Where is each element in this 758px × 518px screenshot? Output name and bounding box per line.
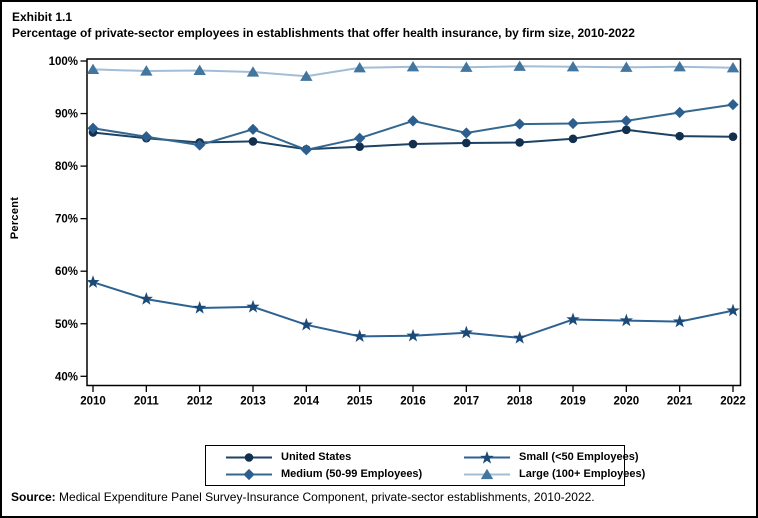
- y-axis-title: Percent: [9, 196, 21, 240]
- source-text: Medical Expenditure Panel Survey-Insuran…: [55, 490, 595, 504]
- marker-star-small-50-employees: [353, 329, 367, 343]
- marker-diamond-medium-50-99-employees: [194, 139, 206, 151]
- chart-title: Percentage of private-sector employees i…: [12, 26, 635, 40]
- source-note: Source: Medical Expenditure Panel Survey…: [11, 490, 595, 504]
- marker-triangle-large-100-employees: [300, 70, 313, 81]
- legend-item-medium-50-99-employees: Medium (50-99 Employees): [226, 466, 464, 482]
- legend-item-united-states: United States: [226, 449, 464, 465]
- marker-diamond-medium-50-99-employees: [407, 115, 419, 127]
- marker-triangle-large-100-employees: [673, 60, 686, 72]
- line-chart: 40% 50% 60% 70% 80% 90% 100% 2010 2011 2012 2013 20…: [49, 56, 746, 408]
- marker-circle-united-states: [408, 139, 418, 149]
- marker-star-small-50-employees: [299, 317, 313, 331]
- marker-star-small-50-employees: [673, 314, 687, 328]
- marker-star-small-50-employees: [139, 292, 153, 305]
- legend-item-large-100-employees: Large (100+ Employees): [464, 466, 645, 482]
- x-tick-label: 2019: [560, 396, 586, 408]
- y-tick-label: 60%: [55, 266, 78, 278]
- marker-diamond-medium-50-99-employees: [140, 131, 152, 143]
- marker-star-small-50-employees: [459, 325, 473, 339]
- x-tick-label: 2011: [134, 396, 160, 408]
- marker-diamond-medium-50-99-employees: [727, 99, 739, 111]
- marker-triangle-large-100-employees: [513, 60, 526, 71]
- marker-star-small-50-employees: [246, 299, 260, 313]
- marker-star-small-50-employees: [566, 312, 580, 326]
- legend-star-glyph: [480, 450, 494, 464]
- marker-diamond-medium-50-99-employees: [620, 115, 632, 127]
- marker-diamond-medium-50-99-employees: [674, 106, 686, 119]
- y-tick-label: 40%: [55, 371, 78, 383]
- y-tick-label: 50%: [55, 319, 78, 331]
- legend-label-large-100-employees: Large (100+ Employees): [519, 468, 646, 480]
- marker-triangle-large-100-employees: [353, 62, 366, 73]
- marker-star-small-50-employees: [86, 275, 100, 288]
- marker-star-small-50-employees: [193, 300, 207, 314]
- marker-circle-united-states: [675, 131, 684, 141]
- exhibit-label: Exhibit 1.1: [12, 10, 73, 24]
- x-tick-label: 2016: [400, 396, 426, 408]
- y-tick-label: 90%: [55, 109, 78, 121]
- marker-triangle-large-100-employees: [566, 60, 580, 72]
- marker-diamond-medium-50-99-employees: [460, 127, 472, 139]
- marker-circle-united-states: [568, 134, 578, 144]
- x-tick-label: 2021: [667, 396, 693, 408]
- marker-triangle-large-100-employees: [140, 65, 153, 76]
- legend-triangle-glyph: [480, 468, 494, 479]
- plot-frame: [86, 58, 742, 387]
- legend-circle-glyph: [244, 452, 254, 462]
- y-tick-label: 80%: [55, 161, 78, 173]
- marker-star-small-50-employees: [726, 303, 740, 317]
- x-tick-label: 2015: [347, 396, 373, 408]
- marker-diamond-medium-50-99-employees: [354, 132, 366, 144]
- legend-label-small-50-employees: Small (<50 Employees): [519, 451, 639, 463]
- legend-label-united-states: United States: [281, 451, 352, 463]
- legend-diamond-glyph: [243, 468, 255, 480]
- legend-label-medium-50-99-employees: Medium (50-99 Employees): [281, 468, 423, 480]
- chart-legend: United States Small (<50 Employees) Medium…: [205, 445, 645, 486]
- marker-diamond-medium-50-99-employees: [247, 123, 259, 135]
- marker-triangle-large-100-employees: [86, 63, 100, 75]
- legend-item-small-50-employees: Small (<50 Employees): [464, 449, 645, 465]
- x-tick-label: 2018: [507, 396, 533, 408]
- x-tick-label: 2022: [720, 396, 746, 408]
- marker-triangle-large-100-employees: [193, 64, 206, 76]
- y-tick-label: 100%: [49, 56, 78, 68]
- marker-circle-united-states: [462, 138, 471, 148]
- legend-marker-star-icon: [464, 450, 510, 464]
- marker-triangle-large-100-employees: [460, 61, 473, 72]
- legend-marker-triangle-icon: [464, 468, 510, 479]
- marker-triangle-large-100-employees: [726, 62, 740, 73]
- x-tick-label: 2012: [187, 396, 213, 408]
- x-tick-label: 2014: [294, 396, 320, 408]
- marker-circle-united-states: [728, 132, 738, 141]
- x-tick-label: 2020: [614, 396, 640, 408]
- marker-diamond-medium-50-99-employees: [567, 117, 579, 130]
- legend-marker-circle-icon: [226, 452, 272, 462]
- source-prefix: Source:: [11, 490, 56, 504]
- y-tick-label: 70%: [55, 214, 78, 226]
- marker-circle-united-states: [622, 125, 631, 135]
- marker-circle-united-states: [515, 138, 524, 147]
- x-tick-label: 2017: [454, 396, 480, 408]
- marker-diamond-medium-50-99-employees: [300, 144, 312, 156]
- marker-triangle-large-100-employees: [246, 66, 260, 77]
- legend-marker-diamond-icon: [226, 468, 272, 480]
- marker-star-small-50-employees: [406, 328, 420, 342]
- marker-triangle-large-100-employees: [620, 61, 633, 72]
- marker-triangle-large-100-employees: [406, 60, 420, 72]
- marker-diamond-medium-50-99-employees: [514, 118, 526, 130]
- x-tick-label: 2013: [240, 396, 266, 408]
- marker-star-small-50-employees: [513, 330, 527, 344]
- x-tick-label: 2010: [80, 396, 106, 408]
- marker-circle-united-states: [248, 137, 258, 146]
- marker-circle-united-states: [355, 142, 364, 151]
- marker-star-small-50-employees: [619, 313, 633, 327]
- marker-diamond-medium-50-99-employees: [87, 122, 99, 134]
